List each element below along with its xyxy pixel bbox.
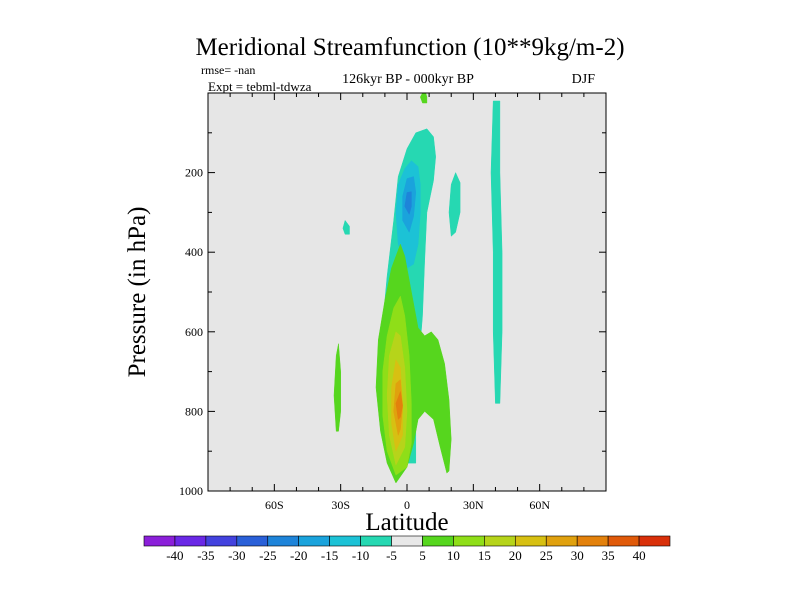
contour-region-14 <box>395 391 403 420</box>
experiment-annotation: Expt = tebml-tdwza <box>208 79 312 94</box>
x-tick-label: 30N <box>463 498 484 512</box>
colorbar-swatch <box>576 535 609 547</box>
period-annotation: 126kyr BP - 000kyr BP <box>342 72 474 87</box>
colorbar-label: -40 <box>166 548 183 563</box>
contour-region-8 <box>333 343 341 432</box>
colorbar-swatch <box>205 535 238 547</box>
colorbar-swatch <box>236 535 269 547</box>
colorbar-swatch <box>607 535 640 547</box>
colorbar-swatch <box>545 535 578 547</box>
x-tick-label: 60S <box>265 498 284 512</box>
contour-fills <box>333 93 503 484</box>
colorbar-swatch <box>143 535 176 547</box>
colorbar-label: -5 <box>386 548 397 563</box>
contour-region-6 <box>342 220 350 235</box>
colorbar-label: 40 <box>633 548 646 563</box>
contour-region-4 <box>448 172 461 237</box>
colorbar-label: 30 <box>571 548 584 563</box>
colorbar-label: 25 <box>540 548 553 563</box>
colorbar-label: -20 <box>290 548 307 563</box>
colorbar-swatch <box>298 535 330 547</box>
contour-region-5 <box>490 100 503 404</box>
y-axis-title: Pressure (in hPa) <box>124 207 151 378</box>
x-tick-label: 30S <box>331 498 350 512</box>
x-axis-title: Latitude <box>365 509 448 536</box>
colorbar-label: 35 <box>602 548 615 563</box>
colorbar-swatch <box>484 535 516 547</box>
axis-ticks: 60S 30S 0 30N 60N 200 400 600 800 1000 <box>179 93 606 512</box>
colorbar-label: -15 <box>321 548 338 563</box>
colorbar-label: -25 <box>259 548 276 563</box>
contour-region-9 <box>420 93 428 104</box>
chart-title: Meridional Streamfunction (10**9kg/m-2) <box>195 34 624 61</box>
colorbar-swatch <box>422 535 454 547</box>
colorbar-swatch <box>453 535 485 547</box>
y-tick-label: 200 <box>185 166 203 180</box>
y-tick-label: 800 <box>185 404 203 418</box>
colorbar-label: -35 <box>197 548 214 563</box>
x-tick-label: 60N <box>529 498 550 512</box>
colorbar-label: 15 <box>478 548 491 563</box>
colorbar-swatch <box>267 535 300 547</box>
colorbar-swatch <box>391 535 423 547</box>
colorbar-swatch <box>514 535 547 547</box>
colorbar-label: 5 <box>419 548 426 563</box>
contour-region-3 <box>404 191 412 215</box>
x-tick-label: 0 <box>404 498 410 512</box>
y-tick-label: 600 <box>185 325 203 339</box>
colorbar-swatch <box>329 535 361 547</box>
colorbar-swatch <box>638 535 671 547</box>
rmse-annotation: rmse= -nan <box>201 63 255 77</box>
y-tick-label: 400 <box>185 245 203 259</box>
colorbar-label: -10 <box>352 548 369 563</box>
colorbar-swatch <box>360 535 392 547</box>
colorbar-swatch <box>174 535 207 547</box>
colorbar: -40 -35 -30 -25 -20 -15 -10 -5 5 10 15 20 25 30 35 40 <box>143 535 671 563</box>
y-tick-label: 1000 <box>179 484 203 498</box>
colorbar-label: 20 <box>509 548 522 563</box>
colorbar-label: 10 <box>447 548 460 563</box>
season-annotation: DJF <box>572 72 596 87</box>
colorbar-label: -30 <box>228 548 245 563</box>
